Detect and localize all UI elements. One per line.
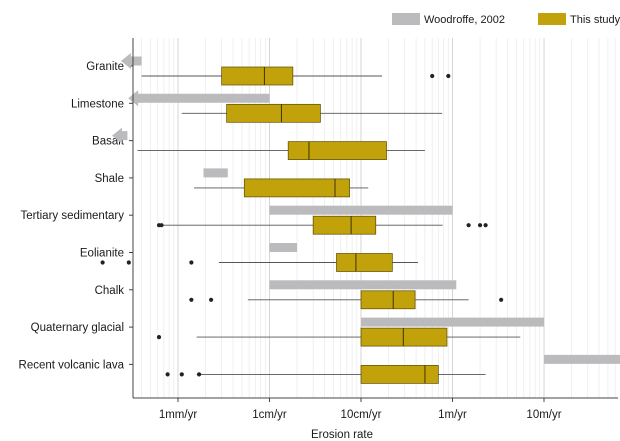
study-box	[312, 215, 377, 235]
row-quaternary-glacial: Quaternary glacial	[31, 317, 544, 347]
study-outlier	[196, 372, 202, 377]
row-eolianite: Eolianite	[80, 243, 419, 272]
legend: Woodroffe, 2002 This study	[392, 13, 620, 26]
study-box	[336, 253, 393, 272]
study-box	[287, 141, 387, 160]
study-outlier	[189, 260, 194, 265]
study-box	[221, 66, 294, 86]
category-label: Tertiary sedimentary	[20, 210, 124, 222]
row-limestone: Limestone	[71, 90, 443, 123]
woodroffe-range-bar	[269, 280, 457, 290]
category-label: Eolianite	[80, 248, 124, 260]
study-box	[360, 290, 416, 310]
woodroffe-range-bar	[269, 243, 298, 252]
category-label: Chalk	[95, 285, 125, 297]
study-outlier	[208, 297, 214, 302]
x-tick-label: 1cm/yr	[252, 409, 287, 421]
category-rows: Granite Limestone Basalt Shale Tertiary sedi…	[19, 53, 620, 384]
study-outlier	[165, 372, 170, 377]
x-tick-label: 10m/yr	[526, 409, 561, 421]
woodroffe-range-arrow-left	[128, 90, 270, 107]
category-label: Granite	[86, 61, 124, 73]
x-tick-label: 1mm/yr	[159, 409, 198, 421]
category-label: Quaternary glacial	[31, 322, 124, 334]
study-box	[243, 178, 350, 198]
legend-swatch-study	[538, 13, 566, 25]
woodroffe-range-bar	[361, 317, 544, 327]
row-basalt: Basalt	[92, 127, 425, 160]
woodroffe-range-bar	[203, 168, 228, 178]
row-chalk: Chalk	[95, 280, 504, 310]
study-box	[226, 103, 321, 123]
study-outlier	[156, 335, 162, 340]
category-label: Shale	[95, 173, 124, 185]
woodroffe-range-bar	[269, 205, 453, 215]
legend-swatch-woodroffe	[392, 13, 420, 25]
study-outlier	[477, 223, 483, 228]
category-label: Recent volcanic lava	[19, 359, 125, 371]
study-outlier	[126, 260, 131, 265]
row-tertiary-sedimentary: Tertiary sedimentary	[20, 205, 488, 235]
x-tick-label: 1m/yr	[438, 409, 467, 421]
study-outlier	[466, 223, 471, 228]
row-shale: Shale	[95, 168, 369, 198]
study-outlier	[499, 297, 504, 302]
study-outlier	[483, 223, 488, 228]
category-label: Limestone	[71, 98, 124, 110]
study-outlier	[189, 297, 194, 302]
x-axis-label: Erosion rate	[311, 429, 373, 441]
study-outlier	[446, 73, 451, 79]
axes: 1mm/yr 1cm/yr 10cm/yr 1m/yr 10m/yr	[132, 38, 618, 421]
study-box	[360, 327, 448, 347]
x-tick-label: 10cm/yr	[341, 409, 382, 421]
woodroffe-range-arrow-left	[112, 127, 128, 144]
row-recent-volcanic-lava: Recent volcanic lava	[19, 354, 620, 384]
study-outlier	[159, 223, 164, 228]
study-outlier	[100, 260, 105, 265]
woodroffe-range-arrow-left	[120, 53, 142, 69]
row-granite: Granite	[86, 53, 451, 86]
study-box	[360, 365, 439, 384]
study-outlier	[430, 73, 435, 79]
study-outlier	[179, 372, 184, 377]
legend-label-study: This study	[570, 14, 620, 26]
woodroffe-range-arrow-right	[544, 354, 620, 364]
legend-label-woodroffe: Woodroffe, 2002	[424, 14, 505, 26]
